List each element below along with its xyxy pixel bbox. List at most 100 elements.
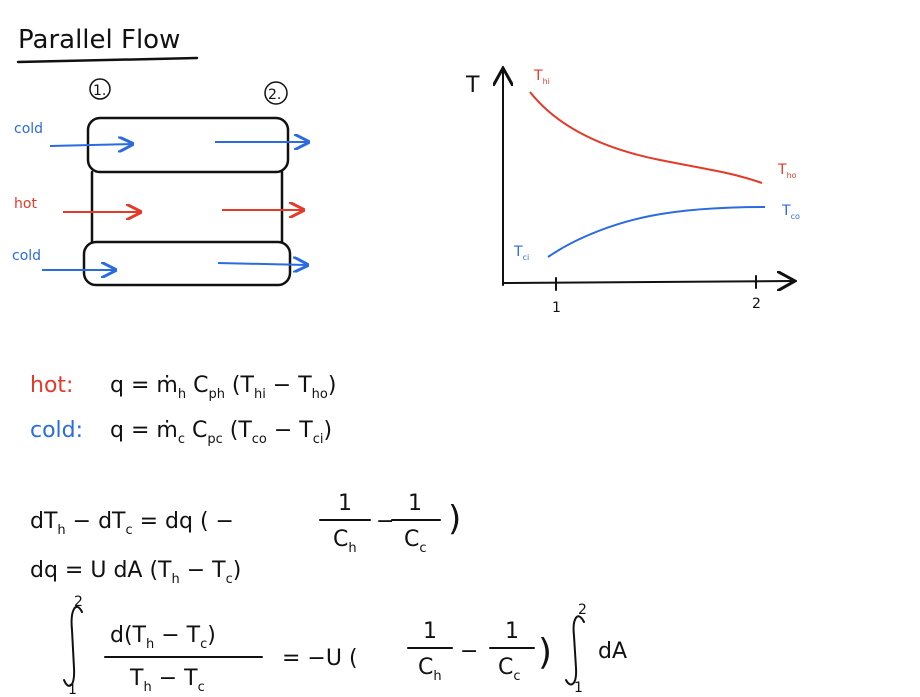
equation: q = ṁc Cpc (Tco − Tci) [110, 418, 332, 447]
equation: dA [598, 639, 627, 664]
text-run: ) [324, 418, 333, 443]
hot-curve [529, 91, 763, 184]
equation: q = ṁh Cph (Thi − Tho) [110, 373, 336, 402]
subscript: co [252, 432, 267, 447]
denominator: Ch [333, 527, 357, 556]
text-run: = dq ( − [133, 509, 234, 534]
text-run: T [781, 203, 791, 219]
subscript: h [433, 669, 441, 684]
integral [63, 605, 83, 687]
text-run: (T [223, 418, 253, 443]
subscript: ho [787, 171, 797, 180]
text-run: C [418, 655, 433, 680]
x-tick-label: 2 [752, 296, 761, 312]
denominator: Cc [498, 655, 521, 684]
subscript: hi [543, 77, 550, 86]
curve-label: Tci [513, 244, 529, 262]
y-axis-label: T [465, 73, 480, 98]
station: 2. [268, 87, 281, 103]
text-run: T [533, 68, 543, 84]
stream-label: hot [14, 196, 37, 212]
denominator: Ch [418, 655, 442, 684]
x-tick-label: 1 [552, 300, 561, 316]
numerator: 1 [408, 491, 422, 516]
subscript: ho [312, 387, 328, 402]
subscript: c [125, 523, 132, 538]
text-run: − T [180, 558, 226, 583]
subscript: co [791, 212, 800, 221]
subscript: pc [207, 432, 222, 447]
text-run: T [777, 162, 787, 178]
integral [565, 615, 585, 686]
text-run: q = ṁ [110, 373, 178, 398]
subscript: c [513, 669, 520, 684]
flow-arrows [42, 142, 308, 270]
subscript: c [419, 541, 426, 556]
subscript: ci [313, 432, 324, 447]
text-run: ) [328, 373, 337, 398]
arrow [49, 144, 132, 146]
numerator: d(Th − Tc) [110, 623, 216, 652]
numerator: 1 [505, 619, 519, 644]
subscript: h [57, 523, 65, 538]
curve-label: Tho [777, 162, 797, 180]
text-run: C [333, 527, 348, 552]
subscript: h [178, 387, 186, 402]
station: 1. [93, 83, 106, 99]
int-upper: 2 [578, 602, 587, 618]
title: Parallel Flow [18, 25, 180, 55]
x-axis [502, 281, 793, 283]
int-lower: 1 [68, 682, 77, 697]
equation: dTh − dTc = dq ( − [30, 509, 234, 538]
equation: dq = U dA (Th − Tc) [30, 558, 241, 587]
paren: ) [448, 499, 461, 539]
text-run: ) [233, 558, 242, 583]
text-run: − T [152, 666, 198, 691]
text-run: dT [30, 509, 58, 534]
text-run: − T [266, 373, 312, 398]
subscript: c [178, 432, 185, 447]
curve-label: Tco [781, 203, 800, 221]
text-run: − dT [66, 509, 126, 534]
text-run: T [513, 244, 523, 260]
denominator: Cc [404, 527, 427, 556]
cold-channel [82, 240, 292, 287]
text-run: dq = U dA (T [30, 558, 172, 583]
stream-label: cold [12, 248, 41, 264]
subscript: h [171, 572, 179, 587]
text-run: C [186, 373, 208, 398]
subscript: hi [254, 387, 266, 402]
eq-label: hot: [30, 373, 73, 398]
text-run: (T [225, 373, 255, 398]
operator: − [460, 639, 478, 664]
arrow [217, 263, 307, 265]
denominator: Th − Tc [129, 666, 205, 695]
subscript: c [226, 572, 233, 587]
subscript: c [200, 637, 207, 652]
subscript: c [198, 680, 205, 695]
subscript: h [348, 541, 356, 556]
numerator: 1 [423, 619, 437, 644]
title-underline [16, 56, 199, 64]
subscript: ci [523, 253, 530, 262]
equation: = −U ( [282, 646, 358, 671]
stream-label: cold [14, 121, 43, 137]
int-lower: 1 [574, 680, 583, 696]
text-run: ) [207, 623, 216, 648]
text-run: − T [267, 418, 313, 443]
text-run: C [498, 655, 513, 680]
text-run: q = ṁ [110, 418, 178, 443]
eq-label: cold: [30, 418, 83, 443]
text-run: C [185, 418, 207, 443]
int-upper: 2 [74, 594, 83, 610]
station-circle [89, 78, 111, 100]
station-circle [264, 81, 288, 105]
text-run: C [404, 527, 419, 552]
text-run: d(T [110, 623, 147, 648]
cold-curve [547, 206, 766, 258]
subscript: ph [208, 387, 225, 402]
paren: ) [538, 632, 552, 673]
text-run: T [129, 666, 144, 691]
